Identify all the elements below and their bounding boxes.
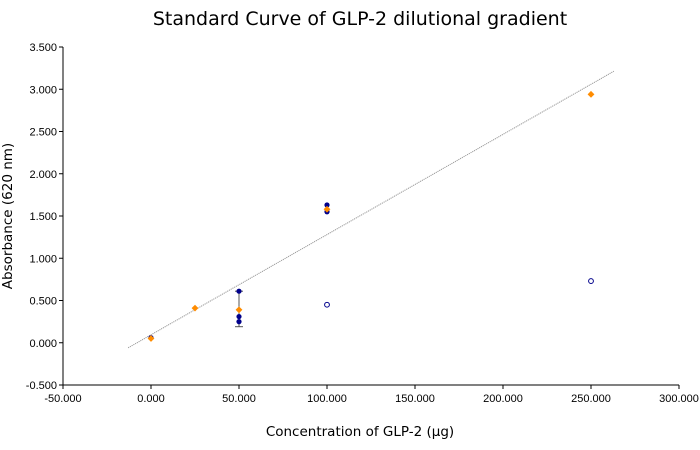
x-tick-label: 0.000 bbox=[137, 393, 165, 405]
data-point-filled-circle bbox=[324, 202, 330, 208]
y-tick-label: 1.500 bbox=[29, 211, 57, 223]
data-point-open-circle bbox=[324, 301, 330, 308]
trendline-path bbox=[127, 70, 615, 349]
y-tick-label: 3.500 bbox=[29, 42, 57, 54]
y-tick-labels: -0.500 0.000 0.500 1.000 1.500 2.000 2.500 3.00… bbox=[26, 42, 57, 392]
y-tick-label: 0.500 bbox=[29, 296, 57, 308]
data-point-diamond bbox=[147, 335, 155, 342]
y-axis-label: Absorbance (620 nm) bbox=[0, 142, 16, 290]
x-tick-label: 150.000 bbox=[395, 393, 435, 405]
x-tick-label: 200.000 bbox=[483, 393, 523, 405]
data-point-open-circle bbox=[588, 278, 594, 284]
chart-title: Standard Curve of GLP-2 dilutional gradi… bbox=[152, 8, 568, 30]
x-tick-label: 100.000 bbox=[307, 393, 347, 405]
y-tick-label: 2.500 bbox=[29, 127, 57, 139]
data-point-filled-circle bbox=[236, 319, 242, 325]
y-tick-label: 1.000 bbox=[29, 253, 57, 265]
data-point-diamond bbox=[235, 306, 243, 314]
y-tick-label: 3.000 bbox=[29, 84, 57, 96]
y-tick-label: 2.000 bbox=[29, 169, 57, 181]
data-point-diamond bbox=[587, 90, 595, 98]
trendline bbox=[127, 70, 615, 349]
x-tick-label: 50.000 bbox=[222, 393, 256, 405]
axes bbox=[59, 46, 680, 389]
x-axis-label: Concentration of GLP-2 (µg) bbox=[265, 424, 455, 440]
y-tick-label: -0.500 bbox=[26, 380, 57, 392]
x-tick-label: 300.000 bbox=[659, 393, 699, 405]
x-tick-label: 250.000 bbox=[571, 393, 611, 405]
x-tick-labels: -50.000 0.000 50.000 100.000 150.000 200.000 2… bbox=[44, 393, 699, 405]
data-points bbox=[147, 90, 595, 342]
x-tick-label: -50.000 bbox=[44, 393, 81, 405]
data-point-filled-circle bbox=[236, 288, 242, 294]
data-point-diamond bbox=[191, 304, 199, 312]
data-point-diamond bbox=[323, 205, 331, 213]
data-point-filled-circle bbox=[236, 313, 242, 320]
y-tick-label: 0.000 bbox=[29, 338, 57, 350]
